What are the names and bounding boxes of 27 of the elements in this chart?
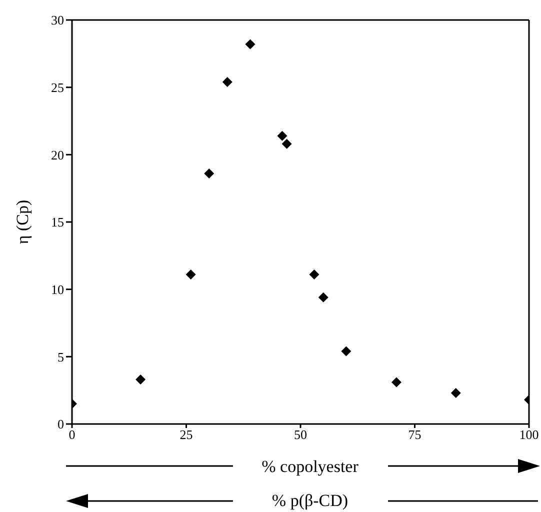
x-tick-label: 100 [519, 427, 539, 442]
point [282, 138, 292, 149]
point [450, 388, 461, 398]
y-tick-label: 20 [51, 147, 64, 162]
x-tick-label: 50 [294, 427, 307, 442]
point [186, 270, 196, 280]
point [341, 346, 352, 356]
y-tick-label: 25 [51, 80, 64, 95]
x-tick-label: 25 [180, 427, 193, 442]
y-axis-title: η (Cp) [13, 200, 32, 244]
y-tick-label: 15 [51, 214, 64, 230]
point [222, 76, 232, 87]
y-tick-label: 10 [51, 282, 64, 297]
point [391, 377, 402, 388]
x-tick-label: 75 [408, 427, 422, 442]
x-tick-label: 0 [68, 427, 76, 442]
point [309, 270, 320, 280]
point [136, 374, 146, 385]
y-tick-label: 0 [58, 416, 64, 432]
y-tick-label: 30 [51, 12, 64, 28]
y-tick-label: 5 [58, 349, 64, 364]
text: % p(β-CD) [272, 491, 348, 510]
point [277, 130, 288, 141]
x-axis-title: % copolyester [262, 457, 359, 476]
point [318, 292, 328, 302]
point [245, 39, 256, 50]
point [204, 168, 214, 179]
